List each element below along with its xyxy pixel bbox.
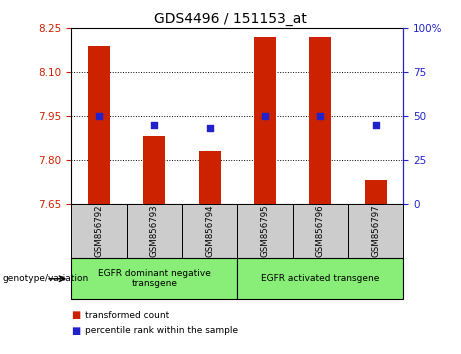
Point: [95, 113, 103, 119]
Text: GSM856794: GSM856794: [205, 205, 214, 257]
Text: transformed count: transformed count: [85, 310, 170, 320]
Point: [206, 125, 213, 131]
Text: ■: ■: [71, 326, 81, 336]
Bar: [199, 151, 221, 204]
Point: [317, 113, 324, 119]
Text: GSM856792: GSM856792: [95, 205, 104, 257]
Bar: [365, 180, 387, 204]
Text: genotype/variation: genotype/variation: [2, 274, 89, 283]
Bar: [88, 46, 110, 204]
Point: [151, 122, 158, 127]
Text: GDS4496 / 151153_at: GDS4496 / 151153_at: [154, 12, 307, 27]
Text: GSM856796: GSM856796: [316, 205, 325, 257]
Point: [261, 113, 269, 119]
Text: GSM856797: GSM856797: [371, 205, 380, 257]
Text: GSM856795: GSM856795: [260, 205, 270, 257]
Bar: [143, 136, 165, 204]
Bar: [254, 37, 276, 204]
Text: ■: ■: [71, 310, 81, 320]
Point: [372, 122, 379, 127]
Text: EGFR dominant negative
transgene: EGFR dominant negative transgene: [98, 269, 211, 289]
Text: percentile rank within the sample: percentile rank within the sample: [85, 326, 238, 336]
Text: EGFR activated transgene: EGFR activated transgene: [261, 274, 379, 283]
Text: GSM856793: GSM856793: [150, 205, 159, 257]
Bar: [309, 37, 331, 204]
